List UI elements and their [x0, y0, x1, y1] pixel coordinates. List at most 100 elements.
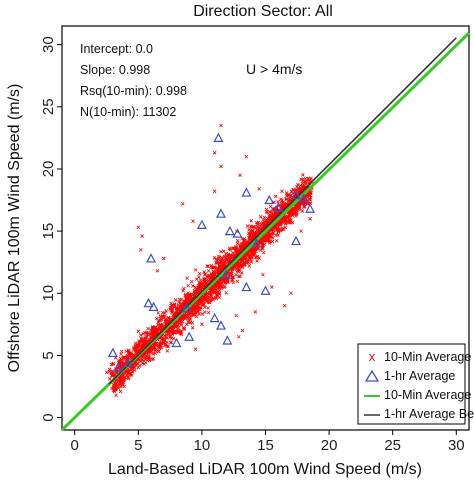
- ten-min-point: [132, 368, 137, 373]
- ten-min-point: [296, 182, 300, 187]
- ten-min-point: [151, 327, 155, 332]
- ten-min-point: [174, 306, 179, 310]
- stat-n: N(10-min): 11302: [80, 105, 176, 119]
- one-hr-point: [291, 189, 302, 200]
- ten-min-point: [282, 216, 286, 220]
- one-hr-point: [181, 302, 192, 313]
- one-hr-point: [298, 193, 309, 203]
- ten-min-point: [254, 249, 258, 253]
- ten-min-point: [234, 313, 239, 318]
- ten-min-point: [185, 313, 189, 318]
- ten-min-point: [158, 314, 163, 319]
- ten-min-point: [187, 292, 192, 297]
- ten-min-point: [284, 197, 288, 201]
- ten-min-point: [119, 358, 124, 363]
- ten-min-point: [226, 253, 231, 258]
- legend-label-ten-min-fit: 10-Min Average Best Fit Line: [384, 388, 474, 402]
- ten-min-point: [268, 204, 273, 209]
- ten-min-point: [272, 227, 277, 231]
- ten-min-point: [109, 371, 114, 375]
- ten-min-point: [145, 332, 150, 337]
- ten-min-point: [181, 201, 185, 206]
- ten-min-point: [304, 182, 308, 186]
- ten-min-point: [213, 290, 218, 294]
- ten-min-point: [119, 352, 123, 357]
- ten-min-point: [219, 123, 223, 128]
- ten-min-point: [217, 254, 221, 259]
- x-tick-label: 5: [134, 437, 142, 454]
- ten-min-point: [255, 222, 260, 227]
- ten-min-point: [198, 278, 203, 282]
- one-hr-point: [215, 320, 226, 330]
- ten-min-point: [202, 270, 206, 274]
- ten-min-point: [257, 187, 261, 191]
- ten-min-point: [279, 221, 283, 226]
- ten-min-point: [172, 302, 177, 306]
- ten-min-point: [138, 333, 143, 337]
- ten-min-point: [190, 321, 195, 325]
- ten-min-point: [269, 217, 273, 221]
- ten-min-point: [159, 341, 164, 346]
- ten-min-point: [208, 293, 213, 298]
- one-hr-point: [291, 235, 302, 246]
- ten-min-point: [185, 297, 190, 301]
- ten-min-point: [239, 260, 244, 265]
- ten-min-point: [207, 273, 211, 278]
- ten-min-point: [140, 357, 145, 362]
- ten-min-point: [133, 348, 137, 352]
- ten-min-point: [253, 255, 258, 259]
- ten-min-point: [280, 200, 285, 205]
- one-hr-point: [305, 203, 316, 213]
- ten-min-point: [235, 249, 239, 254]
- ten-min-point: [248, 257, 253, 262]
- ten-min-point: [221, 262, 226, 267]
- ten-min-point: [239, 242, 244, 247]
- ten-min-point: [144, 357, 148, 362]
- ten-min-point: [194, 306, 199, 311]
- ten-min-point: [261, 250, 266, 255]
- ten-min-point: [211, 271, 216, 276]
- one-hr-point: [224, 225, 235, 236]
- ten-min-point: [191, 312, 196, 316]
- ten-min-point: [308, 216, 312, 221]
- ten-min-point: [280, 189, 284, 194]
- ten-min-point: [201, 302, 206, 307]
- chart-title: Direction Sector: All: [193, 3, 333, 20]
- ten-min-point: [284, 191, 289, 195]
- ten-min-point: [125, 353, 130, 358]
- y-tick-label: 0: [40, 413, 57, 421]
- ten-min-point: [290, 212, 295, 216]
- ten-min-point: [258, 239, 262, 243]
- ten-min-point: [139, 247, 143, 252]
- ten-min-point: [228, 247, 232, 252]
- ten-min-point: [169, 340, 173, 345]
- ten-min-point: [200, 284, 205, 289]
- y-tick-label: 20: [40, 161, 57, 178]
- ten-min-point: [206, 269, 211, 273]
- ten-min-point: [207, 300, 212, 305]
- ten-min-point: [150, 330, 154, 335]
- ten-min-point: [194, 310, 198, 315]
- ten-min-point: [257, 227, 262, 231]
- ten-min-point: [172, 323, 176, 327]
- ten-min-point: [122, 384, 126, 389]
- one-hr-point: [143, 297, 154, 308]
- one-hr-point: [273, 202, 284, 212]
- ten-min-point: [123, 375, 127, 380]
- ten-min-point: [143, 336, 148, 340]
- ten-min-point: [240, 236, 244, 241]
- ten-min-point: [260, 246, 265, 250]
- ten-min-point: [260, 243, 265, 247]
- ten-min-point: [176, 330, 181, 335]
- ten-min-point: [179, 323, 184, 327]
- ten-min-point: [260, 246, 265, 251]
- ten-min-point: [111, 361, 116, 366]
- one-hr-point: [196, 219, 207, 229]
- ten-min-point: [203, 298, 208, 303]
- ten-min-point: [221, 261, 225, 266]
- ten-min-point: [156, 310, 160, 315]
- ten-min-point: [119, 349, 124, 354]
- one-hr-point: [209, 312, 220, 323]
- ten-min-point: [207, 297, 211, 301]
